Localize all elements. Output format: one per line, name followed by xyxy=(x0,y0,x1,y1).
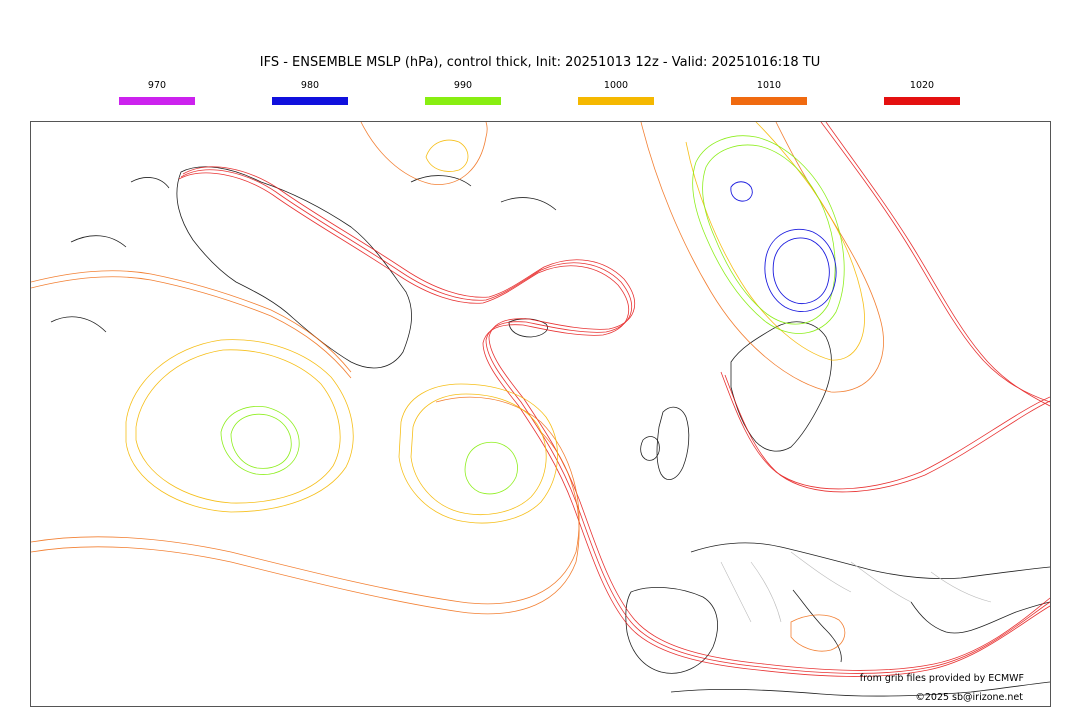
europe-coast xyxy=(690,542,1050,580)
britain-coast xyxy=(656,406,690,481)
legend-label: 970 xyxy=(147,80,167,91)
ireland-coast xyxy=(640,436,660,461)
iberia-coast xyxy=(625,587,718,674)
isobar-1010-bundle xyxy=(31,122,884,652)
isobar-1020-bundle xyxy=(178,122,1050,677)
italy-coast xyxy=(792,589,842,663)
legend-swatch xyxy=(884,97,960,105)
legend-swatch xyxy=(272,97,348,105)
legend-label: 1020 xyxy=(909,80,935,91)
data-credit: from grib files provided by ECMWF xyxy=(859,673,1024,684)
legend-item-1010: 1010 xyxy=(730,80,808,105)
legend-item-970: 970 xyxy=(118,80,196,105)
legend-label: 1000 xyxy=(603,80,629,91)
legend-swatch xyxy=(731,97,807,105)
copyright-notice: ©2025 sb@irizone.net xyxy=(915,692,1023,703)
legend-item-980: 980 xyxy=(271,80,349,105)
canada-arctic-islands xyxy=(50,175,557,333)
legend-swatch xyxy=(119,97,195,105)
legend-label: 990 xyxy=(453,80,473,91)
legend-item-1020: 1020 xyxy=(883,80,961,105)
greenland-coast xyxy=(176,166,412,369)
legend-item-990: 990 xyxy=(424,80,502,105)
isobar-990-bundle xyxy=(220,135,845,495)
legend-swatch xyxy=(578,97,654,105)
legend-swatch xyxy=(425,97,501,105)
coastlines xyxy=(50,166,1050,697)
isobar-980-bundle xyxy=(730,181,837,312)
country-borders xyxy=(720,551,992,623)
isobar-map[interactable] xyxy=(31,122,1050,706)
map-panel[interactable] xyxy=(30,121,1051,707)
legend-item-1000: 1000 xyxy=(577,80,655,105)
scandinavia-coast xyxy=(730,321,832,452)
mediterranean-south-coast xyxy=(670,681,1050,697)
legend-label: 1010 xyxy=(756,80,782,91)
legend-label: 980 xyxy=(300,80,320,91)
isobar-1000-bundle xyxy=(125,122,865,524)
greece-turkey-coast xyxy=(910,601,1050,634)
map-title: IFS - ENSEMBLE MSLP (hPa), control thick… xyxy=(259,55,821,70)
